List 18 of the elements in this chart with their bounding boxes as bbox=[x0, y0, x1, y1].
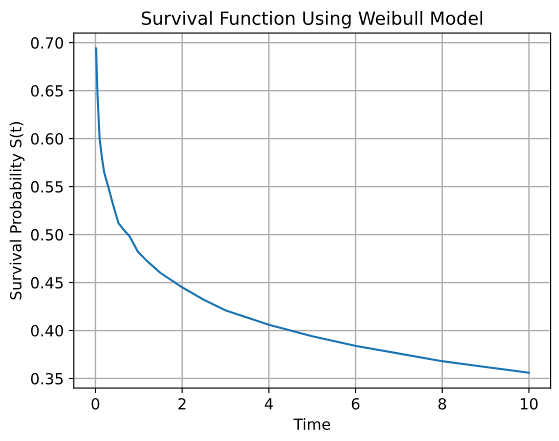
x-tick-label: 8 bbox=[438, 398, 446, 410]
y-tick-label: 0.55 bbox=[31, 181, 63, 193]
chart-title: Survival Function Using Weibull Model bbox=[142, 11, 482, 28]
y-tick-label: 0.70 bbox=[31, 37, 64, 49]
y-tick-label: 0.35 bbox=[31, 372, 63, 385]
y-tick-label: 0.50 bbox=[31, 229, 64, 241]
x-tick-label: 2 bbox=[178, 398, 186, 410]
line-series bbox=[95, 47, 530, 374]
y-axis-title: Survival Probability S(t) bbox=[10, 122, 24, 300]
y-tick-label: 0.45 bbox=[31, 277, 63, 289]
x-tick-label: 10 bbox=[520, 398, 538, 410]
y-tick-label: 0.65 bbox=[31, 85, 63, 97]
x-axis-title: Time bbox=[293, 418, 330, 430]
y-tick-label: 0.60 bbox=[31, 133, 64, 145]
x-tick-label: 6 bbox=[352, 398, 360, 410]
y-tick-label: 0.40 bbox=[31, 324, 64, 337]
x-tick-label: 4 bbox=[264, 398, 273, 410]
x-tick-label: 0 bbox=[92, 398, 100, 410]
